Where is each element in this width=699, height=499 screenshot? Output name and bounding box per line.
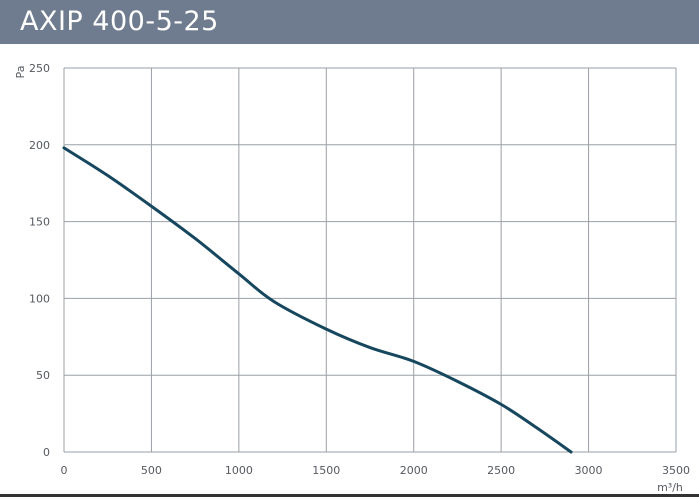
x-axis-label: m³/h xyxy=(657,481,683,494)
x-tick-label: 500 xyxy=(141,464,162,477)
x-tick-label: 2000 xyxy=(400,464,428,477)
y-axis-ticks: 0 50 100 150 200 250 xyxy=(29,62,50,459)
y-tick-label: 250 xyxy=(29,62,50,75)
y-tick-label: 150 xyxy=(29,216,50,229)
y-tick-label: 200 xyxy=(29,139,50,152)
y-tick-label: 0 xyxy=(43,446,50,459)
grid xyxy=(63,67,677,453)
chart-title: AXIP 400-5-25 xyxy=(20,6,219,37)
x-tick-label: 1500 xyxy=(312,464,340,477)
x-tick-label: 0 xyxy=(61,464,68,477)
x-tick-label: 2500 xyxy=(487,464,515,477)
bottom-divider xyxy=(0,494,699,497)
series-line xyxy=(62,146,573,454)
x-tick-label: 3000 xyxy=(575,464,603,477)
x-tick-label: 1000 xyxy=(225,464,253,477)
x-tick-label: 3500 xyxy=(662,464,690,477)
y-tick-label: 100 xyxy=(29,292,50,305)
y-axis-label: Pa xyxy=(14,66,27,79)
x-axis-ticks: 0 500 1000 1500 2000 2500 3000 3500 xyxy=(61,464,691,477)
title-bar: AXIP 400-5-25 xyxy=(0,0,699,44)
y-tick-label: 50 xyxy=(36,369,50,382)
